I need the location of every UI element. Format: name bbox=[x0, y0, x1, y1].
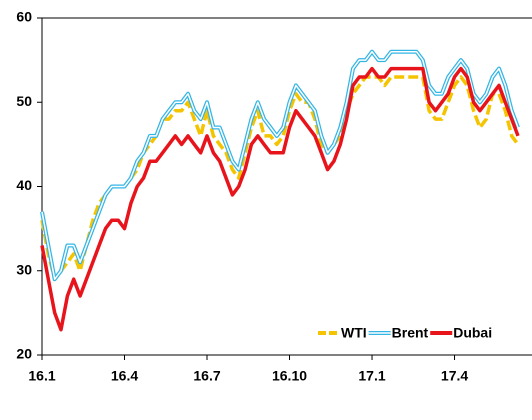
y-tick-label: 40 bbox=[16, 177, 32, 193]
x-tick-label: 17.4 bbox=[441, 368, 468, 384]
y-tick-label: 60 bbox=[16, 9, 32, 25]
x-tick-label: 16.10 bbox=[272, 368, 307, 384]
legend-label: Dubai bbox=[453, 325, 492, 341]
legend-label: WTI bbox=[341, 325, 367, 341]
x-tick-label: 16.7 bbox=[193, 368, 220, 384]
line-series bbox=[40, 75, 520, 281]
line-series bbox=[40, 66, 520, 332]
x-tick-label: 16.1 bbox=[28, 368, 55, 384]
y-tick-label: 50 bbox=[16, 93, 32, 109]
line-series bbox=[40, 49, 520, 282]
y-tick-label: 30 bbox=[16, 261, 32, 277]
line-series-inner bbox=[41, 50, 519, 280]
y-tick-label: 20 bbox=[16, 346, 32, 362]
x-tick-label: 17.1 bbox=[358, 368, 385, 384]
legend-label: Brent bbox=[392, 325, 429, 341]
x-tick-label: 16.4 bbox=[111, 368, 138, 384]
